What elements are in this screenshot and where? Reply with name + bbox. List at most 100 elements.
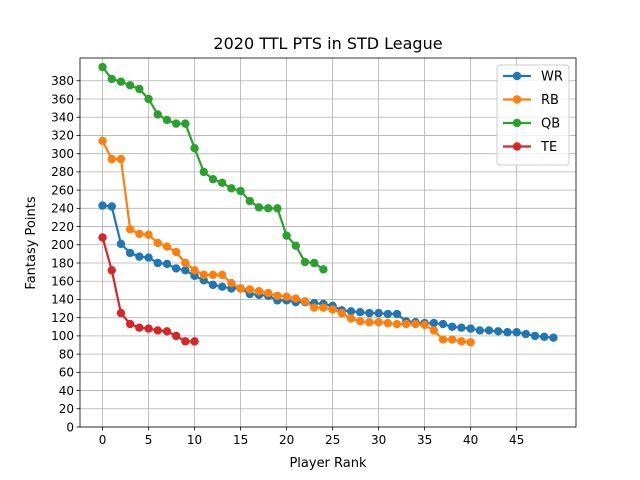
y-tick-label: 380 <box>51 74 74 88</box>
x-tick-label: 40 <box>463 433 478 447</box>
data-point-rb <box>199 270 208 280</box>
data-point-te <box>153 326 162 335</box>
data-point-wr <box>181 266 190 275</box>
data-point-qb <box>319 265 328 274</box>
axis-ticks: 0 5 10 15 20 25 30 35 40 45 0 20 40 60 80 100 120 140 160 1… <box>51 74 524 447</box>
y-tick-label: 120 <box>51 311 74 325</box>
data-point-wr <box>356 308 365 317</box>
series-te <box>98 233 199 346</box>
data-point-rb <box>125 225 135 234</box>
data-point-rb <box>300 297 310 306</box>
data-point-qb <box>236 186 245 196</box>
x-tick-label: 20 <box>279 433 294 447</box>
data-point-rb <box>116 154 126 164</box>
data-point-wr <box>494 327 503 336</box>
x-tick-label: 30 <box>371 433 386 447</box>
data-point-qb <box>98 62 107 72</box>
x-tick-label: 15 <box>233 433 248 447</box>
data-point-qb <box>254 203 264 212</box>
data-point-rb <box>236 284 245 293</box>
data-point-qb <box>291 241 300 250</box>
legend-swatch-marker-te <box>512 142 522 151</box>
data-point-wr <box>457 323 466 332</box>
data-point-rb <box>346 314 356 323</box>
data-point-wr <box>153 258 162 268</box>
data-point-rb <box>273 291 282 300</box>
data-point-wr <box>438 319 448 329</box>
data-point-te <box>144 324 153 333</box>
data-point-qb <box>199 167 208 177</box>
data-point-rb <box>291 294 300 303</box>
plot-frame <box>79 57 577 428</box>
data-point-wr <box>392 309 402 319</box>
y-tick-label: 220 <box>51 220 74 234</box>
data-point-qb <box>273 204 282 213</box>
data-point-qb <box>227 184 236 193</box>
data-point-rb <box>181 258 190 268</box>
y-tick-label: 200 <box>51 238 74 252</box>
data-point-te <box>162 327 172 336</box>
data-point-rb <box>337 308 347 318</box>
data-point-qb <box>107 74 116 84</box>
y-axis-label: Fantasy Points <box>24 196 39 289</box>
legend-label-qb: QB <box>541 117 560 132</box>
y-tick-label: 0 <box>66 420 74 434</box>
data-point-te <box>98 233 107 242</box>
x-tick-label: 5 <box>145 433 153 447</box>
data-point-wr <box>512 328 521 337</box>
data-point-rb <box>217 270 227 280</box>
y-tick-label: 260 <box>51 183 74 197</box>
x-tick-label: 0 <box>99 433 107 447</box>
legend-box <box>496 64 570 166</box>
data-point-rb <box>190 266 199 275</box>
y-tick-label: 160 <box>51 275 74 289</box>
y-tick-label: 60 <box>59 366 74 380</box>
chart-title: 2020 TTL PTS in STD League <box>213 34 442 53</box>
data-point-rb <box>171 247 181 257</box>
data-point-qb <box>208 174 218 184</box>
data-point-rb <box>356 317 365 326</box>
data-point-rb <box>448 335 457 344</box>
data-point-rb <box>208 270 218 280</box>
legend-entry-wr: WR <box>503 70 563 85</box>
data-point-wr <box>549 333 558 342</box>
data-point-wr <box>429 318 439 328</box>
data-point-te <box>116 308 126 318</box>
data-point-qb <box>144 94 153 104</box>
data-point-rb <box>420 320 429 330</box>
y-tick-label: 240 <box>51 202 74 216</box>
data-point-wr <box>116 239 126 249</box>
x-tick-label: 10 <box>187 433 202 447</box>
data-point-rb <box>245 285 254 294</box>
data-point-wr <box>171 264 181 273</box>
data-point-qb <box>263 204 273 213</box>
y-tick-label: 20 <box>59 402 74 416</box>
y-tick-label: 40 <box>59 384 74 398</box>
data-point-rb <box>144 230 153 239</box>
data-point-qb <box>171 119 181 128</box>
data-point-wr <box>530 331 540 341</box>
data-point-rb <box>282 292 291 301</box>
data-point-qb <box>309 258 319 268</box>
legend-swatch-marker-qb <box>512 118 522 128</box>
data-point-wr <box>217 282 227 291</box>
data-point-rb <box>457 337 466 346</box>
data-point-rb <box>365 318 374 327</box>
data-point-wr <box>484 326 494 335</box>
data-point-rb <box>328 305 337 314</box>
y-tick-label: 320 <box>51 129 74 143</box>
y-tick-label: 180 <box>51 256 74 270</box>
legend-entry-rb: RB <box>503 93 559 108</box>
data-point-rb <box>98 136 107 146</box>
data-point-qb <box>217 178 227 188</box>
data-point-qb <box>162 115 172 125</box>
data-point-wr <box>475 326 485 335</box>
data-point-te <box>190 337 199 346</box>
data-point-rb <box>429 326 439 335</box>
legend-swatch-marker-rb <box>512 95 522 104</box>
data-point-wr <box>135 252 144 261</box>
data-point-rb <box>383 318 393 328</box>
data-point-wr <box>521 329 531 339</box>
data-point-rb <box>392 319 402 329</box>
legend-label-te: TE <box>540 140 557 155</box>
